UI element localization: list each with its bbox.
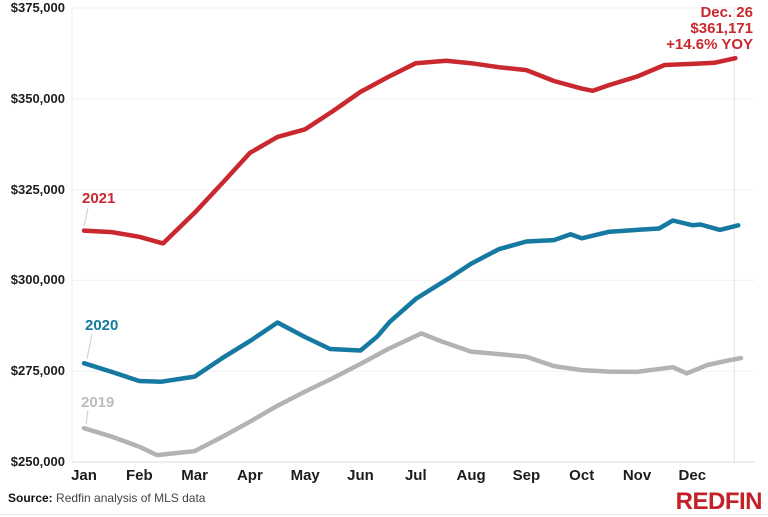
x-axis-tick-label: Apr: [236, 467, 263, 484]
x-axis-tick-label: Dec: [678, 467, 707, 484]
endpoint-annotation: Dec. 26 $361,171 +14.6% YOY: [666, 5, 753, 53]
y-axis-tick-label: $300,000: [10, 272, 65, 288]
series-line-2020: [81, 218, 741, 384]
annotation-price: $361,171: [690, 20, 753, 37]
series-line-2021: [81, 55, 738, 246]
series-label-2020: 2020: [85, 317, 119, 334]
source-text: Redfin analysis of MLS data: [56, 491, 206, 505]
x-axis-tick-label: Jun: [347, 467, 374, 484]
y-axis-tick-label: $325,000: [10, 181, 65, 197]
label-leader-line: [83, 207, 89, 227]
x-axis-tick-label: Oct: [569, 467, 595, 484]
x-axis-tick-label: Aug: [456, 467, 486, 484]
y-axis-tick-label: $375,000: [10, 0, 65, 15]
x-axis-tick-label: Jan: [71, 467, 97, 484]
series-label-2019: 2019: [81, 394, 115, 411]
annotation-yoy: +14.6% YOY: [666, 36, 753, 53]
redfin-logo: REDFIN: [675, 488, 763, 515]
y-axis-tick-label: $350,000: [10, 90, 65, 106]
series-line-2019: [81, 331, 744, 458]
series-label-2021: 2021: [82, 190, 116, 207]
source-note: Source: Redfin analysis of MLS data: [8, 491, 205, 505]
x-axis-tick-label: Nov: [622, 467, 652, 484]
y-axis-tick-label: $275,000: [10, 363, 65, 379]
x-axis-tick-label: Mar: [181, 467, 208, 484]
y-axis-tick-label: $250,000: [10, 454, 65, 469]
annotation-date: Dec. 26: [700, 4, 753, 21]
label-leader-line: [86, 333, 93, 360]
bottom-divider: [0, 514, 768, 515]
x-axis-tick-label: May: [290, 467, 320, 484]
x-axis-tick-label: Jul: [404, 467, 427, 484]
x-axis-tick-label: Sep: [512, 467, 541, 484]
x-axis-tick-label: Feb: [125, 467, 153, 484]
label-leader-line: [85, 409, 89, 425]
source-label: Source:: [8, 491, 53, 505]
